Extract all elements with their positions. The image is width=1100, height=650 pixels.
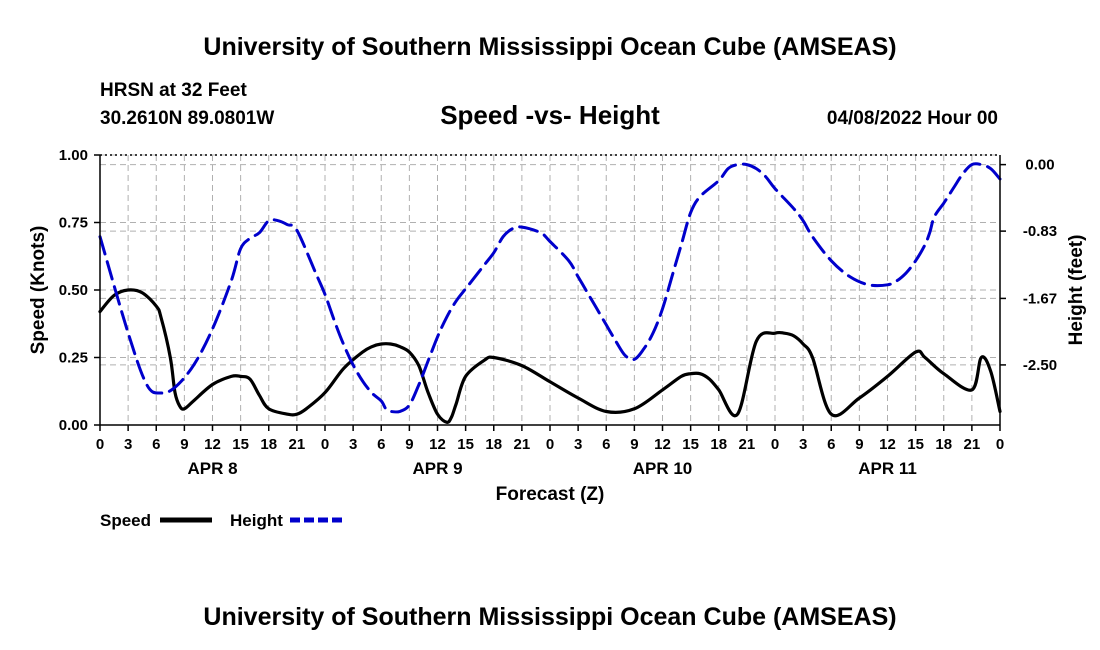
- series-layer: [98, 162, 1002, 424]
- day-label-0: APR 8: [187, 459, 237, 478]
- x-tick-label-17: 3: [574, 436, 582, 453]
- x-tick-label-14: 18: [485, 436, 502, 453]
- y-left-tick-label-3: 0.75: [59, 215, 88, 232]
- y-right-tick-label-3: -2.50: [1023, 357, 1057, 374]
- x-tick-label-16: 0: [546, 436, 554, 453]
- x-tick-label-7: 21: [289, 436, 306, 453]
- x-tick-label-32: 0: [996, 436, 1004, 453]
- grid: [99, 154, 1001, 426]
- x-tick-label-6: 18: [260, 436, 277, 453]
- x-tick-label-18: 6: [602, 436, 610, 453]
- x-axis-label: Forecast (Z): [496, 484, 605, 505]
- x-tick-label-25: 3: [799, 436, 807, 453]
- x-tick-label-3: 9: [180, 436, 188, 453]
- x-tick-label-21: 15: [682, 436, 699, 453]
- y-left-ticks: 0.00 0.25 0.50 0.75 1.00: [59, 147, 100, 434]
- x-tick-label-9: 3: [349, 436, 357, 453]
- y-right-tick-label-2: -1.67: [1023, 290, 1057, 307]
- y-left-tick-label-4: 1.00: [59, 147, 88, 164]
- series-height-line: [98, 162, 1002, 414]
- x-tick-label-11: 9: [405, 436, 413, 453]
- x-tick-label-0: 0: [96, 436, 104, 453]
- x-tick-label-29: 15: [907, 436, 924, 453]
- title-bottom: University of Southern Mississippi Ocean…: [203, 603, 896, 631]
- legend-height-label: Height: [230, 511, 283, 530]
- x-tick-label-8: 0: [321, 436, 329, 453]
- coords-label: 30.2610N 89.0801W: [100, 108, 274, 129]
- day-label-2: APR 10: [633, 459, 693, 478]
- x-tick-label-5: 15: [232, 436, 249, 453]
- y-right-tick-label-0: 0.00: [1025, 157, 1054, 174]
- y-left-tick-label-1: 0.25: [59, 350, 88, 367]
- legend: Speed Height: [100, 511, 342, 530]
- x-tick-label-13: 15: [457, 436, 474, 453]
- day-labels: APR 8 APR 9 APR 10 APR 11: [187, 459, 916, 478]
- title-top: University of Southern Mississippi Ocean…: [203, 33, 896, 61]
- x-tick-label-2: 6: [152, 436, 160, 453]
- x-tick-label-15: 21: [514, 436, 531, 453]
- legend-speed-label: Speed: [100, 511, 151, 530]
- x-tick-label-10: 6: [377, 436, 385, 453]
- y-right-axis-label: Height (feet): [1066, 235, 1087, 346]
- y-left-tick-label-0: 0.00: [59, 417, 88, 434]
- x-tick-label-12: 12: [429, 436, 446, 453]
- station-label: HRSN at 32 Feet: [100, 80, 247, 101]
- x-tick-label-26: 6: [827, 436, 835, 453]
- day-label-1: APR 9: [412, 459, 462, 478]
- y-left-tick-label-2: 0.50: [59, 282, 88, 299]
- x-tick-label-31: 21: [964, 436, 981, 453]
- x-tick-label-27: 9: [855, 436, 863, 453]
- x-ticks: 0 3 6 9 12 15 18 21 0 3 6 9 12 15 18 21 0 3 6 9 12 15 18 21 0 3 6 9…: [96, 425, 1004, 453]
- x-tick-label-1: 3: [124, 436, 132, 453]
- y-right-ticks: 0.00 -0.83 -1.67 -2.50: [1000, 157, 1057, 374]
- date-label: 04/08/2022 Hour 00: [827, 108, 998, 129]
- x-tick-label-20: 12: [654, 436, 671, 453]
- x-tick-label-24: 0: [771, 436, 779, 453]
- x-tick-label-28: 12: [879, 436, 896, 453]
- x-tick-label-4: 12: [204, 436, 221, 453]
- x-tick-label-19: 9: [630, 436, 638, 453]
- y-left-axis-label: Speed (Knots): [28, 226, 49, 355]
- series-speed-line: [98, 288, 1002, 424]
- x-tick-label-23: 21: [739, 436, 756, 453]
- chart-title: Speed -vs- Height: [440, 100, 660, 130]
- y-right-tick-label-1: -0.83: [1023, 223, 1057, 240]
- x-tick-label-22: 18: [710, 436, 727, 453]
- day-label-3: APR 11: [858, 459, 917, 478]
- x-tick-label-30: 18: [935, 436, 952, 453]
